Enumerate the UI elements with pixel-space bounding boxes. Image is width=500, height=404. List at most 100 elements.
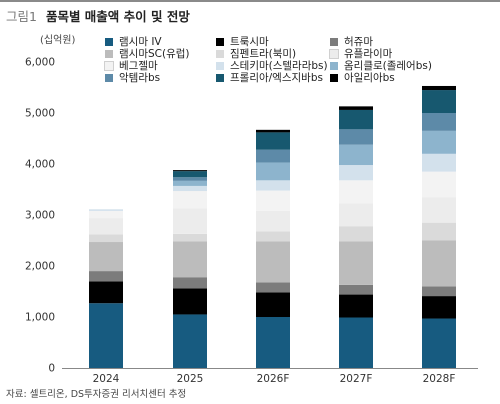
- bar-segment: [89, 209, 123, 211]
- x-tick-label: 2024: [93, 373, 120, 385]
- x-tick-label: 2026F: [257, 373, 290, 385]
- bar-segment: [422, 286, 456, 297]
- bar-segment: [422, 171, 456, 198]
- legend-label: 짐펜트라(북미): [230, 48, 297, 60]
- bar-segment: [339, 203, 373, 227]
- bar-segment: [256, 129, 290, 133]
- bar-segment: [422, 318, 456, 368]
- bar-segment: [422, 113, 456, 131]
- legend-item: 유플라이마: [329, 46, 393, 61]
- legend-swatch: [105, 37, 113, 46]
- legend-swatch: [105, 49, 113, 58]
- bar-segment: [256, 210, 290, 232]
- bar-segment: [173, 288, 207, 315]
- legend-item: 프롤리아/엑스지바bs: [216, 70, 323, 85]
- figure-label: 그림1: [6, 9, 37, 24]
- legend-label: 램시마 IV: [119, 36, 162, 48]
- legend-item: 아일리아bs: [330, 70, 395, 85]
- bar-segment: [256, 292, 290, 317]
- bar-segment: [256, 149, 290, 163]
- bar-segment: [89, 234, 123, 243]
- bar-segment: [422, 240, 456, 287]
- bar-segment: [422, 130, 456, 154]
- bar-segment: [173, 170, 207, 172]
- bar-segment: [256, 132, 290, 150]
- legend-label: 베그젤마: [119, 60, 158, 72]
- legend-item: 허쥬마: [330, 34, 373, 49]
- bar-segment: [173, 277, 207, 289]
- bar-segment: [339, 317, 373, 368]
- legend-label: 악템라bs: [119, 72, 161, 84]
- bar-segment: [422, 85, 456, 91]
- figure-title: 그림1 품목별 매출액 추이 및 전망: [6, 6, 190, 25]
- x-tick-label: 2025: [177, 373, 204, 385]
- bar-segment: [173, 233, 207, 242]
- bar-segment: [256, 190, 290, 211]
- bar-segment: [173, 191, 207, 209]
- bar-segment: [256, 162, 290, 181]
- bar-segment: [173, 180, 207, 186]
- legend-item: 악템라bs: [105, 70, 160, 85]
- legend-item: 램시마SC(유럽): [105, 46, 190, 61]
- bar-segment: [89, 303, 123, 368]
- top-rule: [0, 0, 500, 2]
- legend-item: 옴리클로(졸레어bs): [330, 58, 432, 73]
- x-tick-label: 2028F: [423, 373, 456, 385]
- bar-segment: [339, 109, 373, 130]
- y-tick-label: 3,000: [25, 210, 55, 222]
- bar-segment: [422, 90, 456, 113]
- legend-item: 스테키마(스텔라라bs): [216, 58, 328, 73]
- figure-title-text: 품목별 매출액 추이 및 전망: [45, 9, 190, 24]
- bar-segment: [339, 180, 373, 204]
- legend-swatch: [330, 73, 338, 82]
- bar-segment: [339, 106, 373, 110]
- bar-segment: [422, 197, 456, 223]
- legend-item: 트룩시마: [216, 34, 269, 49]
- legend-item: 베그젤마: [104, 58, 158, 73]
- legend-label: 허쥬마: [344, 36, 373, 48]
- bar-segment: [422, 222, 456, 241]
- bar-segment: [89, 242, 123, 272]
- legend-swatch: [329, 48, 339, 59]
- legend-label: 스테키마(스텔라라bs): [230, 60, 328, 72]
- bar-segment: [89, 281, 123, 304]
- bar-segment: [339, 144, 373, 166]
- bar-segment: [173, 177, 207, 181]
- legend-swatch: [216, 61, 224, 70]
- legend-swatch: [216, 49, 224, 58]
- x-tick-label: 2027F: [340, 373, 373, 385]
- legend-label: 유플라이마: [344, 48, 393, 60]
- y-tick-label: 1,000: [25, 312, 55, 324]
- bar-segment: [89, 271, 123, 282]
- legend-swatch: [330, 61, 338, 70]
- y-tick-label: 2,000: [25, 261, 55, 273]
- legend-label: 프롤리아/엑스지바bs: [230, 72, 323, 84]
- bar-segment: [173, 185, 207, 192]
- y-tick-label: 5,000: [25, 108, 55, 120]
- bar-segment: [256, 231, 290, 242]
- y-tick-label: 6,000: [25, 57, 55, 69]
- bar-segment: [173, 241, 207, 278]
- y-tick-label: 0: [48, 363, 55, 375]
- bar-segment: [256, 317, 290, 368]
- bar-segment: [256, 282, 290, 293]
- legend-swatch: [216, 37, 224, 46]
- bar-segment: [256, 180, 290, 191]
- bar-segment: [339, 226, 373, 242]
- bar-segment: [256, 241, 290, 283]
- bar-segment: [173, 171, 207, 178]
- bar-segment: [422, 153, 456, 172]
- bar-segment: [339, 129, 373, 145]
- bar-segment: [339, 165, 373, 181]
- bar-segment: [339, 294, 373, 318]
- legend-swatch: [104, 60, 114, 71]
- legend-swatch: [105, 73, 113, 82]
- legend-item: 짐펜트라(북미): [216, 46, 296, 61]
- y-axis-unit-label: (십억원): [40, 35, 76, 46]
- legend-label: 트룩시마: [230, 36, 269, 48]
- bar-segment: [89, 210, 123, 219]
- bar-segment: [173, 208, 207, 234]
- legend-label: 옴리클로(졸레어bs): [344, 60, 432, 72]
